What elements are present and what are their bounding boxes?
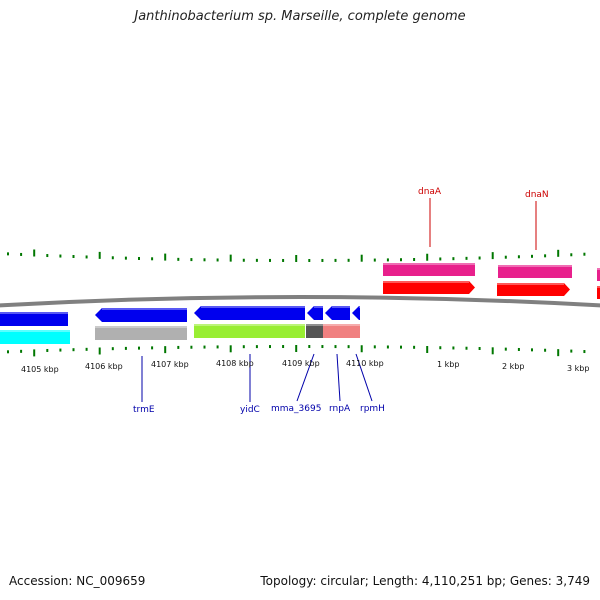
- feature-left-gene-shine: [0, 312, 68, 314]
- feature-left-cds-shine: [0, 330, 70, 332]
- feature-yidC-gene: [194, 306, 305, 320]
- feature-dnaA-cds-shine: [383, 263, 475, 265]
- feature-yidC-gene-shine: [201, 306, 305, 308]
- feature-edge-gene: [597, 286, 600, 299]
- feature-left-gene: [0, 312, 68, 326]
- feature-dnaA-gene: [383, 281, 475, 294]
- leader-mma_3695: [296, 353, 315, 402]
- gene-label-dnaN: dnaN: [525, 190, 549, 200]
- feature-trmE-cds: [95, 326, 187, 340]
- scale-label-4110kbp: 4110 kbp: [346, 359, 384, 368]
- feature-mma_3695-cds-shine: [306, 324, 323, 326]
- genome-summary-text: Topology: circular; Length: 4,110,251 bp…: [260, 574, 590, 588]
- gene-label-rnpA: rnpA: [329, 404, 351, 414]
- feature-track: [0, 263, 600, 344]
- leader-rnpA: [336, 353, 341, 402]
- ticks-outer: [7, 249, 586, 262]
- scale-label-4105kbp: 4105 kbp: [21, 365, 59, 374]
- feature-trmE-gene-shine: [102, 308, 187, 310]
- feature-trmE-gene: [95, 308, 187, 322]
- scale-label-1kbp: 1 kbp: [437, 360, 459, 369]
- feature-rpmH-gene: [352, 306, 360, 320]
- scale-label-2kbp: 2 kbp: [502, 362, 524, 371]
- feature-yidC-cds: [194, 324, 305, 338]
- feature-mma_3695-gene-shine: [314, 306, 323, 308]
- feature-dnaN-gene-shine: [497, 283, 564, 285]
- feature-dnaN-cds-shine: [498, 265, 572, 267]
- feature-mma_3695-cds: [306, 324, 323, 338]
- gene-label-trmE: trmE: [133, 405, 155, 415]
- feature-dnaN-gene: [497, 283, 570, 296]
- feature-rpmH-gene-shine: [359, 306, 360, 308]
- feature-mma_3695-gene: [307, 306, 323, 320]
- scale-label-4108kbp: 4108 kbp: [216, 359, 254, 368]
- leader-rpmH: [355, 353, 373, 402]
- gene-label-yidC: yidC: [240, 405, 260, 415]
- accession-text: Accession: NC_009659: [9, 574, 146, 588]
- feature-left-cds: [0, 330, 70, 344]
- feature-dnaA-cds: [383, 263, 475, 276]
- feature-edge-cds: [597, 268, 600, 281]
- feature-rnpA-cds: [323, 324, 360, 338]
- feature-rnpA-gene-shine: [332, 306, 350, 308]
- scale-label-3kbp: 3 kbp: [567, 364, 589, 373]
- feature-dnaN-cds: [498, 265, 572, 278]
- map-title: Janthinobacterium sp. Marseille, complet…: [134, 9, 466, 24]
- feature-edge-cds-shine: [597, 268, 600, 270]
- scale-label-4107kbp: 4107 kbp: [151, 360, 189, 369]
- gene-callouts: [141, 198, 537, 402]
- feature-rnpA-cds-shine: [323, 324, 360, 326]
- scale-label-4109kbp: 4109 kbp: [282, 359, 320, 368]
- feature-edge-gene-shine: [597, 286, 600, 288]
- gene-label-mma_3695: mma_3695: [271, 404, 321, 414]
- genome-backbone: [0, 295, 600, 308]
- feature-rnpA-gene: [325, 306, 350, 320]
- feature-dnaA-gene-shine: [383, 281, 469, 283]
- ticks-inner: [7, 345, 586, 357]
- feature-yidC-cds-shine: [194, 324, 305, 326]
- gene-label-rpmH: rpmH: [360, 404, 385, 414]
- scale-label-4106kbp: 4106 kbp: [85, 362, 123, 371]
- gene-label-dnaA: dnaA: [418, 187, 442, 197]
- feature-trmE-cds-shine: [95, 326, 187, 328]
